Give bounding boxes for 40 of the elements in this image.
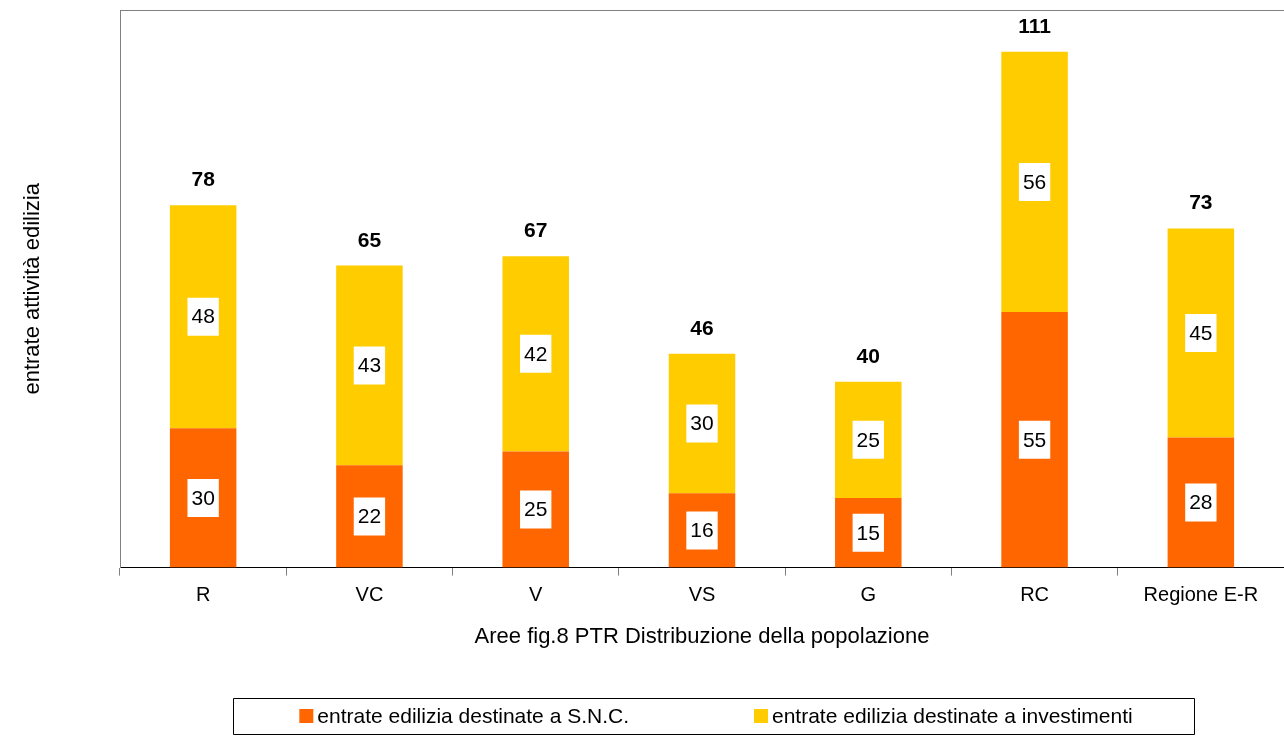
total-label: 40 (856, 343, 880, 367)
bar (169, 205, 237, 429)
legend-label: entrate edilizia destinate a S.N.C. (317, 703, 629, 727)
data-label: 28 (1189, 490, 1213, 514)
data-label: 48 (191, 304, 215, 328)
total-label: 65 (357, 227, 382, 251)
x-tick-label: RC (1020, 583, 1050, 606)
bar (502, 256, 569, 452)
data-label: 25 (856, 427, 880, 451)
data-label: 22 (357, 504, 382, 528)
data-label: 43 (357, 353, 382, 377)
x-tick-label: VC (355, 583, 384, 606)
bar (1001, 312, 1068, 568)
x-axis-title: Aree fig.8 PTR Distribuzione della popolazione (474, 622, 930, 648)
x-tick-label: Regione E-R (1143, 583, 1259, 606)
bar (336, 265, 403, 466)
data-label: 25 (524, 497, 548, 521)
x-tick-label: G (860, 583, 877, 606)
x-tick-label: V (529, 583, 544, 606)
data-label: 30 (191, 485, 215, 509)
x-tick-label: R (195, 583, 211, 606)
data-label: 56 (1022, 169, 1047, 193)
y-axis-title: entrate attività edilizia (19, 182, 45, 395)
data-label: 45 (1189, 320, 1213, 344)
bar (1167, 228, 1235, 438)
bar (668, 353, 736, 494)
total-label: 46 (690, 315, 714, 339)
bar (1001, 51, 1068, 313)
total-label: 78 (191, 167, 216, 191)
total-label: 67 (524, 218, 548, 242)
total-label: 73 (1189, 190, 1213, 214)
data-label: 16 (690, 518, 714, 542)
data-label: 15 (856, 520, 880, 544)
x-tick-label: VS (688, 583, 716, 606)
data-label: 30 (690, 411, 714, 435)
legend-label: entrate edilizia destinate a investimenti (771, 703, 1133, 727)
data-label: 55 (1022, 427, 1047, 451)
data-label: 42 (524, 341, 548, 365)
total-label: 111 (1018, 13, 1052, 37)
bar (169, 428, 237, 568)
